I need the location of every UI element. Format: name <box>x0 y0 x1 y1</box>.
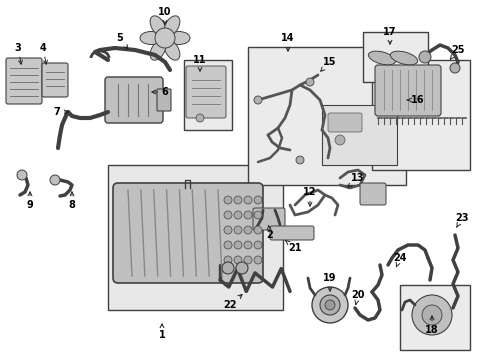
Circle shape <box>244 256 252 264</box>
FancyBboxPatch shape <box>113 183 263 283</box>
Circle shape <box>312 287 348 323</box>
Circle shape <box>422 305 442 325</box>
FancyBboxPatch shape <box>186 66 226 118</box>
FancyBboxPatch shape <box>105 77 163 123</box>
Circle shape <box>450 63 460 73</box>
Circle shape <box>320 295 340 315</box>
Text: 21: 21 <box>285 240 302 253</box>
Text: 18: 18 <box>425 316 439 335</box>
Text: 7: 7 <box>53 107 68 117</box>
Text: 10: 10 <box>158 7 172 24</box>
Text: 12: 12 <box>303 187 317 206</box>
Circle shape <box>254 256 262 264</box>
Circle shape <box>254 196 262 204</box>
FancyBboxPatch shape <box>6 58 42 104</box>
Ellipse shape <box>164 16 180 36</box>
FancyBboxPatch shape <box>157 89 171 111</box>
Circle shape <box>244 211 252 219</box>
Circle shape <box>335 135 345 145</box>
Circle shape <box>306 78 314 86</box>
Circle shape <box>222 262 234 274</box>
Circle shape <box>224 196 232 204</box>
Bar <box>108 165 283 310</box>
Circle shape <box>236 262 248 274</box>
Circle shape <box>325 300 335 310</box>
Text: 8: 8 <box>69 192 75 210</box>
Circle shape <box>234 256 242 264</box>
Circle shape <box>296 156 304 164</box>
FancyBboxPatch shape <box>360 183 386 205</box>
Circle shape <box>254 96 262 104</box>
Bar <box>400 285 470 350</box>
Text: 19: 19 <box>323 273 337 291</box>
FancyBboxPatch shape <box>253 208 285 230</box>
Circle shape <box>419 51 431 63</box>
Ellipse shape <box>140 31 162 45</box>
Ellipse shape <box>150 40 166 60</box>
Text: 20: 20 <box>351 290 365 305</box>
Circle shape <box>196 114 204 122</box>
Text: 23: 23 <box>455 213 469 227</box>
Circle shape <box>254 211 262 219</box>
Circle shape <box>412 295 452 335</box>
Circle shape <box>224 256 232 264</box>
Text: 9: 9 <box>26 192 33 210</box>
Circle shape <box>234 196 242 204</box>
Text: 13: 13 <box>348 173 365 187</box>
FancyBboxPatch shape <box>42 63 68 97</box>
Circle shape <box>234 211 242 219</box>
FancyBboxPatch shape <box>375 65 441 116</box>
Text: 1: 1 <box>159 324 166 340</box>
Circle shape <box>244 226 252 234</box>
Circle shape <box>244 241 252 249</box>
Circle shape <box>17 170 27 180</box>
Circle shape <box>224 241 232 249</box>
Ellipse shape <box>164 40 180 60</box>
Circle shape <box>244 196 252 204</box>
FancyBboxPatch shape <box>328 113 362 132</box>
Text: 5: 5 <box>117 33 128 49</box>
Ellipse shape <box>391 51 417 65</box>
Bar <box>248 47 406 185</box>
Text: 17: 17 <box>383 27 397 44</box>
Text: 6: 6 <box>152 87 169 97</box>
Circle shape <box>254 241 262 249</box>
Circle shape <box>155 28 175 48</box>
Text: 14: 14 <box>281 33 295 51</box>
Circle shape <box>234 241 242 249</box>
Text: 22: 22 <box>223 294 242 310</box>
Bar <box>372 60 470 170</box>
Ellipse shape <box>168 31 190 45</box>
Text: 4: 4 <box>40 43 48 64</box>
Circle shape <box>224 211 232 219</box>
Text: 24: 24 <box>393 253 407 267</box>
Text: 25: 25 <box>450 45 465 59</box>
Text: 11: 11 <box>193 55 207 71</box>
FancyBboxPatch shape <box>270 226 314 240</box>
Bar <box>322 105 397 165</box>
Ellipse shape <box>368 51 395 65</box>
Bar <box>363 32 428 82</box>
Circle shape <box>224 226 232 234</box>
Text: 16: 16 <box>407 95 425 105</box>
Circle shape <box>234 226 242 234</box>
Text: 2: 2 <box>267 226 273 240</box>
Text: 15: 15 <box>321 57 337 71</box>
Circle shape <box>254 226 262 234</box>
Bar <box>184 60 232 130</box>
Ellipse shape <box>150 16 166 36</box>
Circle shape <box>50 175 60 185</box>
Text: 3: 3 <box>15 43 23 64</box>
